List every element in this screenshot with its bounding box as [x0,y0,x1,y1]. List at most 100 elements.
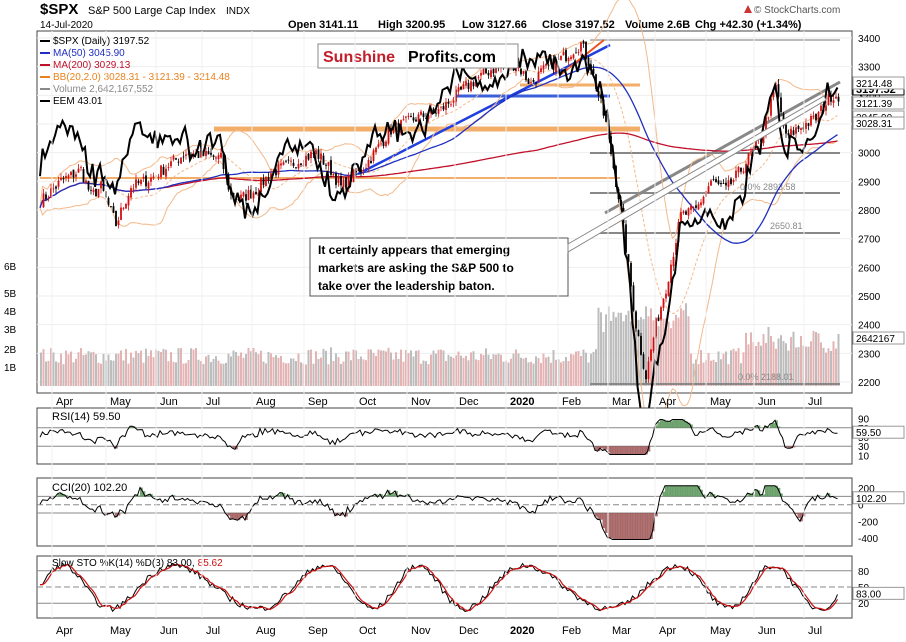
volume-bar [712,359,715,386]
candle-body [587,57,590,66]
candle-body [540,68,542,72]
volume-bar [837,333,840,386]
volume-bar [40,352,42,386]
volume-bar [717,351,720,386]
candle-body [567,57,570,62]
candle-body [62,178,65,180]
osc-fill-neg [617,513,621,540]
volume-bar [410,350,412,386]
osc-fill-neg [615,446,618,455]
volume-bar [770,335,772,386]
triangle-up-icon [744,5,752,13]
osc-fill-neg [627,513,631,540]
osc-fill-pos [677,419,681,428]
osc-tick-label: 90 [858,415,870,426]
price-tag-box [852,96,905,110]
candle-body [410,115,412,118]
volume-bar [710,360,712,386]
volume-bar [570,354,572,386]
volume-bar [65,350,67,386]
volume-bar [650,308,652,386]
candle-body [740,167,742,172]
volume-bar [280,355,282,386]
volume-bar [522,358,525,386]
volume-bar [145,348,147,386]
volume-bar [100,363,102,386]
osc-fill-pos [780,493,783,497]
volume-bar [82,355,85,386]
cci-plot: 200 0 -200 -400 102.20 [37,484,905,545]
candle-body [592,68,595,74]
volume-bar [772,341,775,386]
volume-bar [580,356,582,386]
osc-fill-pos [770,485,773,497]
candle-body [800,128,802,130]
candle-body [737,167,740,173]
volume-bar [465,355,467,386]
candle-body [725,182,727,186]
candle-body [212,155,215,157]
candle-body [262,178,265,185]
candle-body [815,113,817,121]
volume-bar [130,352,132,386]
osc-fill-pos [657,421,661,428]
volume-bar [402,361,405,386]
osc-fill-neg [115,446,118,449]
candle-body [547,64,550,66]
volume-bar [707,353,710,386]
volume-bar [477,360,480,386]
candle-body [267,177,270,181]
osc-fill-pos [672,419,676,428]
candle-body [222,152,225,170]
volume-bar [75,358,77,386]
candle-body [707,186,710,194]
volume-bar [450,356,452,386]
candle-body [520,68,522,75]
candle-body [97,189,100,197]
osc-fill-neg [240,513,243,519]
volume-bar [335,353,337,386]
month-label: Dec [459,396,479,408]
candle-body [175,158,177,160]
sto-title: Slow STO %K(14) %D(3) 83.00, 85.62 [52,558,223,569]
candle-body [207,151,210,155]
volume-bar [825,352,827,386]
osc-fill-pos [750,493,753,497]
annotation-line-2: markets are asking the S&P 500 to [318,261,514,275]
volume-bar [192,349,195,386]
osc-fill-neg [800,513,803,522]
volume-bar [220,363,222,386]
volume-bar [362,359,365,386]
candle-body [102,179,105,191]
osc-fill-pos [172,495,176,497]
candle-body [362,170,365,171]
osc-fill-pos [682,485,686,497]
volume-bar [485,348,487,386]
candle-body [147,182,150,189]
volume-bar [832,341,835,386]
candle-body [50,188,52,196]
price-tag: 3028.31 [852,116,905,130]
candle-body [735,170,737,178]
candle-body [765,117,767,134]
legend-entry: BB(20,2.0) 3028.31 - 3121.39 - 3214.48 [53,72,230,83]
osc-fill-pos [662,491,666,497]
fib-label-3: 0.0% 2188.01 [738,372,794,382]
volume-bar [62,364,65,386]
volume-bar [347,351,350,386]
volume-bar [500,354,502,386]
month-label: Feb [562,396,581,408]
candle-body [335,172,337,185]
osc-fill-pos [675,419,678,428]
candle-body [820,105,822,111]
volume-bar [365,360,367,386]
osc-fill-pos [390,494,393,497]
candle-body [442,105,445,110]
candle-body [180,157,182,164]
candle-body [290,160,292,162]
osc-fill-pos [675,485,678,497]
candle-body [420,111,422,115]
volume-bar [395,352,397,386]
candle-body [627,254,630,262]
volume-bar [532,363,535,386]
